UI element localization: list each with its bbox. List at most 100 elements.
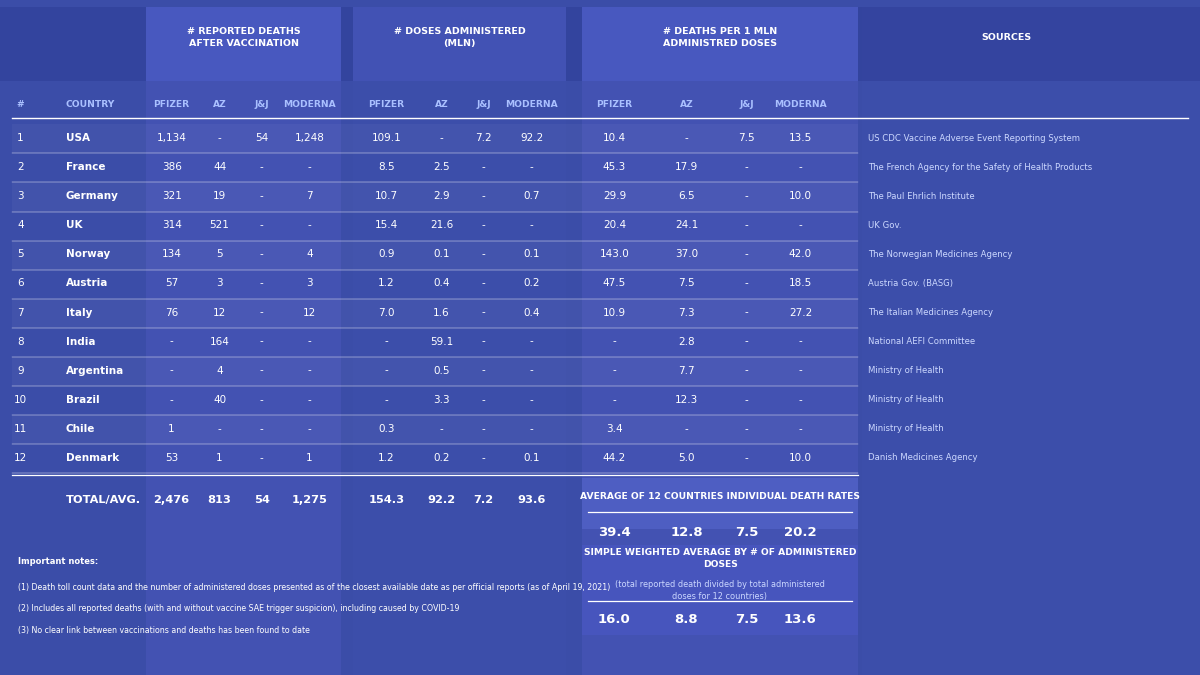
Text: 1: 1 <box>168 424 175 433</box>
Text: 40: 40 <box>214 395 226 404</box>
Text: 2: 2 <box>17 163 24 172</box>
Text: -: - <box>744 163 749 172</box>
Text: Chile: Chile <box>66 424 95 433</box>
Text: -: - <box>744 337 749 346</box>
Text: 76: 76 <box>164 308 179 317</box>
Text: Ministry of Health: Ministry of Health <box>868 366 943 375</box>
Text: 1,275: 1,275 <box>292 495 328 505</box>
Bar <box>0 7 1200 81</box>
Text: -: - <box>529 163 534 172</box>
Text: 2.9: 2.9 <box>433 192 450 201</box>
Text: 7.2: 7.2 <box>474 495 493 505</box>
Text: SOURCES: SOURCES <box>982 32 1032 42</box>
Text: 6.5: 6.5 <box>678 192 695 201</box>
Text: Norway: Norway <box>66 250 110 259</box>
Text: UK: UK <box>66 221 83 230</box>
Text: -: - <box>744 395 749 404</box>
Text: Austria Gov. (BASG): Austria Gov. (BASG) <box>868 279 953 288</box>
Text: -: - <box>259 163 264 172</box>
Text: -: - <box>259 279 264 288</box>
Text: 0.2: 0.2 <box>523 279 540 288</box>
Text: 92.2: 92.2 <box>520 134 544 143</box>
Bar <box>12 182 858 211</box>
Text: Brazil: Brazil <box>66 395 100 404</box>
Text: 314: 314 <box>162 221 181 230</box>
Text: 92.2: 92.2 <box>427 495 456 505</box>
Text: 24.1: 24.1 <box>674 221 698 230</box>
Text: -: - <box>481 250 486 259</box>
Text: AVERAGE OF 12 COUNTRIES INDIVIDUAL DEATH RATES: AVERAGE OF 12 COUNTRIES INDIVIDUAL DEATH… <box>580 492 860 502</box>
Text: -: - <box>259 308 264 317</box>
Text: 3.3: 3.3 <box>433 395 450 404</box>
Text: 12.8: 12.8 <box>670 526 703 539</box>
Text: 134: 134 <box>162 250 181 259</box>
Text: 0.2: 0.2 <box>433 453 450 462</box>
Bar <box>862 7 1200 675</box>
Text: -: - <box>259 250 264 259</box>
Text: 20.4: 20.4 <box>602 221 626 230</box>
Bar <box>582 478 858 529</box>
Text: -: - <box>529 424 534 433</box>
Text: -: - <box>217 134 222 143</box>
Text: 4: 4 <box>306 250 313 259</box>
Text: 93.6: 93.6 <box>517 495 546 505</box>
Text: -: - <box>744 279 749 288</box>
Text: J&J: J&J <box>254 100 269 109</box>
Text: Ministry of Health: Ministry of Health <box>868 395 943 404</box>
Text: MODERNA: MODERNA <box>283 100 336 109</box>
Text: -: - <box>529 366 534 375</box>
Text: 1,248: 1,248 <box>295 134 324 143</box>
Text: -: - <box>169 395 174 404</box>
Text: -: - <box>798 163 803 172</box>
Text: -: - <box>259 395 264 404</box>
Text: AZ: AZ <box>212 100 227 109</box>
Text: -: - <box>481 308 486 317</box>
Text: 3.4: 3.4 <box>606 424 623 433</box>
Text: The Paul Ehrlich Institute: The Paul Ehrlich Institute <box>868 192 974 201</box>
Text: 44: 44 <box>212 163 227 172</box>
Text: 37.0: 37.0 <box>674 250 698 259</box>
Text: 12.3: 12.3 <box>674 395 698 404</box>
Text: 10.4: 10.4 <box>602 134 626 143</box>
Text: -: - <box>529 395 534 404</box>
Text: 1.2: 1.2 <box>378 453 395 462</box>
Text: 20.2: 20.2 <box>784 526 817 539</box>
Text: 7: 7 <box>17 308 24 317</box>
Text: National AEFI Committee: National AEFI Committee <box>868 337 974 346</box>
Bar <box>12 414 858 443</box>
Text: 3: 3 <box>216 279 223 288</box>
Text: 521: 521 <box>210 221 229 230</box>
Text: 0.9: 0.9 <box>378 250 395 259</box>
Text: 12: 12 <box>212 308 227 317</box>
Text: -: - <box>307 163 312 172</box>
Text: SIMPLE WEIGHTED AVERAGE BY # OF ADMINISTERED
DOSES: SIMPLE WEIGHTED AVERAGE BY # OF ADMINIST… <box>583 548 857 568</box>
Text: (2) Includes all reported deaths (with and without vaccine SAE trigger suspicion: (2) Includes all reported deaths (with a… <box>18 604 460 613</box>
Text: 10.0: 10.0 <box>788 453 812 462</box>
Text: -: - <box>744 192 749 201</box>
Text: 10.9: 10.9 <box>602 308 626 317</box>
Text: # REPORTED DEATHS
AFTER VACCINATION: # REPORTED DEATHS AFTER VACCINATION <box>187 27 300 47</box>
Text: Ministry of Health: Ministry of Health <box>868 424 943 433</box>
Text: 29.9: 29.9 <box>602 192 626 201</box>
Text: -: - <box>798 395 803 404</box>
Bar <box>146 7 341 81</box>
Text: 1.2: 1.2 <box>378 279 395 288</box>
Text: 17.9: 17.9 <box>674 163 698 172</box>
Text: PFIZER: PFIZER <box>368 100 404 109</box>
Text: The French Agency for the Safety of Health Products: The French Agency for the Safety of Heal… <box>868 163 1092 172</box>
Text: USA: USA <box>66 134 90 143</box>
Text: -: - <box>169 337 174 346</box>
Text: AZ: AZ <box>679 100 694 109</box>
Text: -: - <box>481 395 486 404</box>
Bar <box>146 7 341 675</box>
Text: Danish Medicines Agency: Danish Medicines Agency <box>868 453 977 462</box>
Text: Important notes:: Important notes: <box>18 557 98 566</box>
Text: #: # <box>17 100 24 109</box>
Text: UK Gov.: UK Gov. <box>868 221 901 230</box>
Bar <box>12 124 858 153</box>
Text: 2.8: 2.8 <box>678 337 695 346</box>
Text: 154.3: 154.3 <box>368 495 404 505</box>
Text: 0.4: 0.4 <box>523 308 540 317</box>
Text: J&J: J&J <box>476 100 491 109</box>
Text: -: - <box>384 366 389 375</box>
